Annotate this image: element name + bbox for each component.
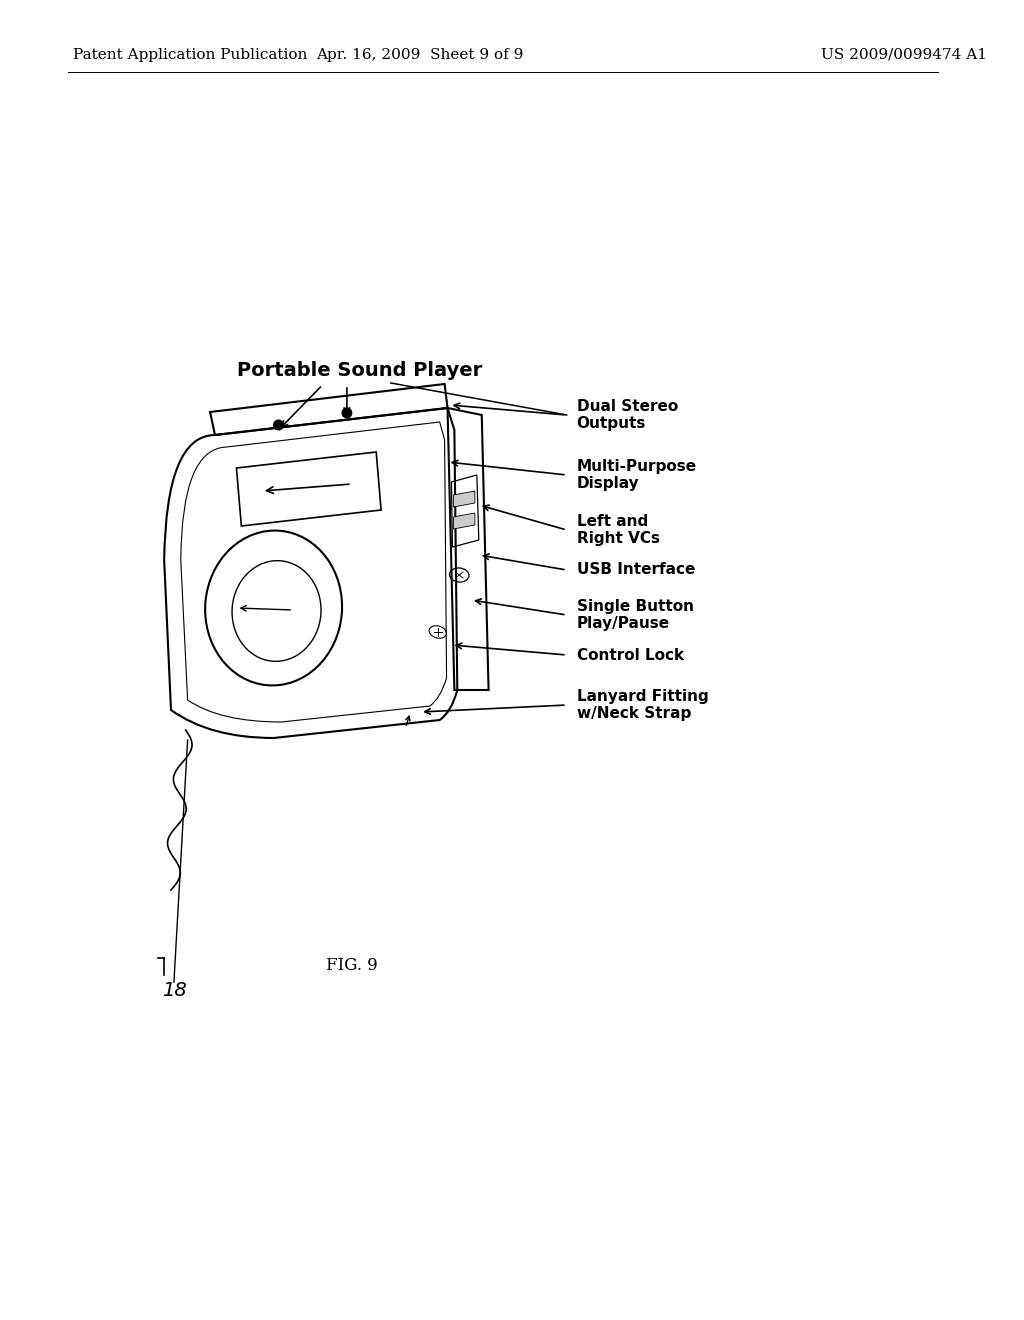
- Text: FIG. 9: FIG. 9: [326, 957, 378, 974]
- Circle shape: [342, 408, 352, 418]
- Text: Dual Stereo
Outputs: Dual Stereo Outputs: [577, 399, 678, 432]
- Text: Multi-Purpose
Display: Multi-Purpose Display: [577, 459, 696, 491]
- Circle shape: [273, 420, 284, 430]
- Polygon shape: [454, 513, 475, 529]
- Text: Portable Sound Player: Portable Sound Player: [237, 360, 482, 380]
- Text: 18: 18: [162, 981, 186, 999]
- Text: Lanyard Fitting
w/Neck Strap: Lanyard Fitting w/Neck Strap: [577, 689, 709, 721]
- Text: Patent Application Publication: Patent Application Publication: [74, 48, 307, 62]
- Text: Control Lock: Control Lock: [577, 648, 684, 663]
- Text: Single Button
Play/Pause: Single Button Play/Pause: [577, 599, 693, 631]
- Text: Apr. 16, 2009  Sheet 9 of 9: Apr. 16, 2009 Sheet 9 of 9: [316, 48, 524, 62]
- Text: Left and
Right VCs: Left and Right VCs: [577, 513, 659, 546]
- Text: US 2009/0099474 A1: US 2009/0099474 A1: [821, 48, 987, 62]
- Text: USB Interface: USB Interface: [577, 562, 695, 578]
- Polygon shape: [454, 491, 475, 507]
